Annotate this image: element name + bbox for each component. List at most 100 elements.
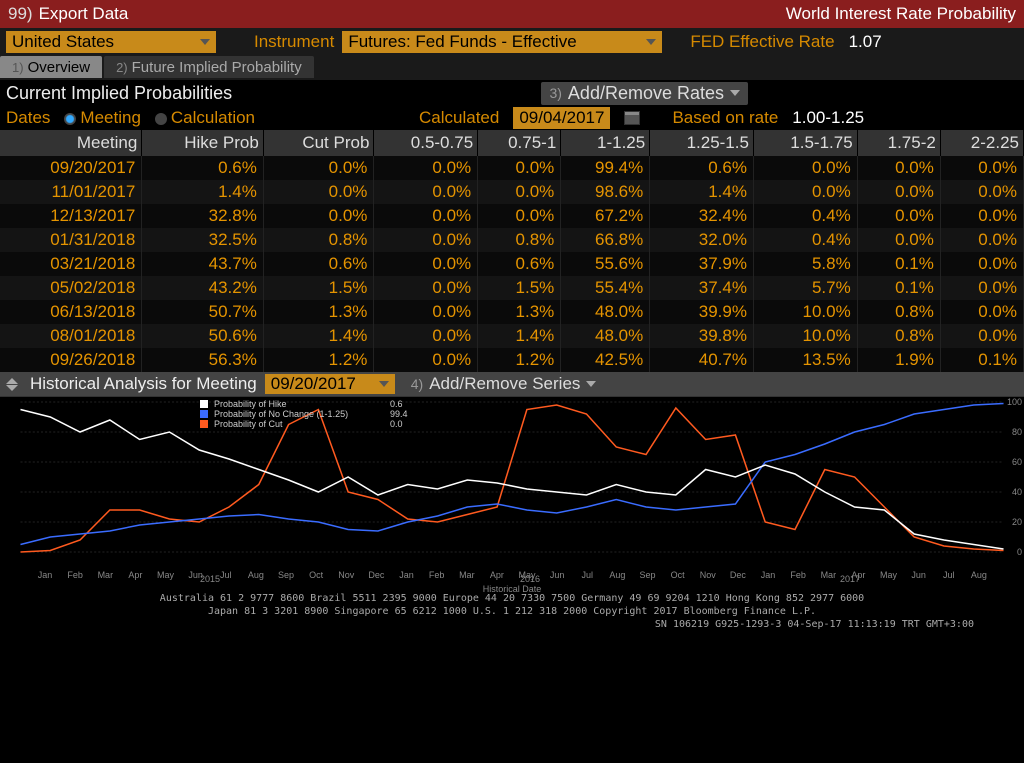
table-cell: 0.0% <box>374 156 478 180</box>
tab-label: Overview <box>28 59 91 76</box>
table-row[interactable]: 09/26/201856.3%1.2%0.0%1.2%42.5%40.7%13.… <box>0 348 1024 372</box>
chart-x-axis: JanFebMarAprMayJunJulAugSepOctNovDecJanF… <box>0 570 1024 580</box>
table-cell: 12/13/2017 <box>0 204 142 228</box>
add-remove-rates-button[interactable]: 3) Add/Remove Rates <box>541 82 748 105</box>
table-cell: 0.0% <box>940 204 1023 228</box>
table-cell: 0.0% <box>374 276 478 300</box>
table-cell: 1.4% <box>650 180 754 204</box>
tab-future-implied[interactable]: 2) Future Implied Probability <box>104 56 314 78</box>
table-cell: 55.4% <box>561 276 650 300</box>
table-cell: 37.9% <box>650 252 754 276</box>
table-cell: 1.4% <box>478 324 561 348</box>
table-cell: 0.0% <box>478 156 561 180</box>
chevron-down-icon <box>379 381 389 387</box>
rate-label: FED Effective Rate <box>690 32 834 52</box>
chart-svg <box>0 397 1024 557</box>
country-dropdown[interactable]: United States <box>6 31 216 53</box>
table-cell: 01/31/2018 <box>0 228 142 252</box>
table-cell: 0.0% <box>374 204 478 228</box>
table-row[interactable]: 12/13/201732.8%0.0%0.0%0.0%67.2%32.4%0.4… <box>0 204 1024 228</box>
country-value: United States <box>12 32 114 52</box>
table-cell: 1.3% <box>263 300 374 324</box>
export-data-button[interactable]: Export Data <box>39 4 129 24</box>
calendar-icon[interactable] <box>624 111 640 125</box>
hist-date-dropdown[interactable]: 09/20/2017 <box>265 374 395 394</box>
tab-overview[interactable]: 1) Overview <box>0 56 102 78</box>
table-cell: 09/20/2017 <box>0 156 142 180</box>
table-cell: 0.4% <box>753 204 857 228</box>
table-cell: 5.8% <box>753 252 857 276</box>
table-cell: 0.0% <box>753 156 857 180</box>
chevron-down-icon <box>730 90 740 96</box>
radio-meeting[interactable]: Meeting <box>64 108 140 128</box>
hist-title: Historical Analysis for Meeting <box>30 374 257 394</box>
add-remove-series-button[interactable]: 4) Add/Remove Series <box>403 373 605 395</box>
table-row[interactable]: 08/01/201850.6%1.4%0.0%1.4%48.0%39.8%10.… <box>0 324 1024 348</box>
table-row[interactable]: 11/01/20171.4%0.0%0.0%0.0%98.6%1.4%0.0%0… <box>0 180 1024 204</box>
table-row[interactable]: 01/31/201832.5%0.8%0.0%0.8%66.8%32.0%0.4… <box>0 228 1024 252</box>
instrument-value: Futures: Fed Funds - Effective <box>348 32 576 52</box>
titlebar: 99) Export Data World Interest Rate Prob… <box>0 0 1024 28</box>
table-cell: 0.8% <box>857 300 940 324</box>
historical-header: Historical Analysis for Meeting 09/20/20… <box>0 372 1024 396</box>
table-row[interactable]: 06/13/201850.7%1.3%0.0%1.3%48.0%39.9%10.… <box>0 300 1024 324</box>
table-header: 2-2.25 <box>940 130 1023 156</box>
table-row[interactable]: 05/02/201843.2%1.5%0.0%1.5%55.4%37.4%5.7… <box>0 276 1024 300</box>
chevron-down-icon <box>586 381 596 387</box>
table-cell: 1.3% <box>478 300 561 324</box>
table-cell: 43.7% <box>142 252 264 276</box>
table-cell: 0.0% <box>263 180 374 204</box>
menu-label: Add/Remove Rates <box>568 83 724 104</box>
table-cell: 0.0% <box>940 180 1023 204</box>
table-cell: 0.0% <box>478 180 561 204</box>
section-header: Current Implied Probabilities 3) Add/Rem… <box>0 80 1024 106</box>
table-cell: 56.3% <box>142 348 264 372</box>
table-cell: 0.1% <box>857 252 940 276</box>
tabs: 1) Overview 2) Future Implied Probabilit… <box>0 56 1024 80</box>
table-cell: 0.0% <box>940 156 1023 180</box>
calculated-date-input[interactable]: 09/04/2017 <box>513 107 610 129</box>
table-cell: 0.8% <box>478 228 561 252</box>
table-cell: 0.0% <box>263 204 374 228</box>
sort-toggle[interactable] <box>6 378 18 391</box>
table-cell: 98.6% <box>561 180 650 204</box>
tab-num: 1) <box>12 60 24 75</box>
table-cell: 0.0% <box>940 276 1023 300</box>
table-header: 1.5-1.75 <box>753 130 857 156</box>
table-cell: 50.7% <box>142 300 264 324</box>
radio-calculation[interactable]: Calculation <box>155 108 255 128</box>
instrument-dropdown[interactable]: Futures: Fed Funds - Effective <box>342 31 662 53</box>
table-cell: 0.0% <box>940 324 1023 348</box>
table-cell: 0.0% <box>263 156 374 180</box>
section-title: Current Implied Probabilities <box>6 83 232 104</box>
table-cell: 0.4% <box>753 228 857 252</box>
table-cell: 48.0% <box>561 300 650 324</box>
hist-date-value: 09/20/2017 <box>271 374 356 394</box>
table-cell: 0.0% <box>857 204 940 228</box>
menu-num: 4) <box>411 376 423 392</box>
table-header: 1-1.25 <box>561 130 650 156</box>
probability-table: MeetingHike ProbCut Prob0.5-0.750.75-11-… <box>0 130 1024 372</box>
table-cell: 1.9% <box>857 348 940 372</box>
dates-row: Dates Meeting Calculation Calculated 09/… <box>0 106 1024 130</box>
table-cell: 42.5% <box>561 348 650 372</box>
table-cell: 0.0% <box>374 228 478 252</box>
table-cell: 08/01/2018 <box>0 324 142 348</box>
table-cell: 0.0% <box>940 228 1023 252</box>
table-header: 1.75-2 <box>857 130 940 156</box>
table-cell: 0.8% <box>857 324 940 348</box>
table-header: 1.25-1.5 <box>650 130 754 156</box>
table-cell: 10.0% <box>753 324 857 348</box>
based-on-label: Based on rate <box>672 108 778 128</box>
table-cell: 1.2% <box>478 348 561 372</box>
table-header: 0.5-0.75 <box>374 130 478 156</box>
table-row[interactable]: 09/20/20170.6%0.0%0.0%0.0%99.4%0.6%0.0%0… <box>0 156 1024 180</box>
table-cell: 0.1% <box>940 348 1023 372</box>
footer-line: SN 106219 G925-1293-3 04-Sep-17 11:13:19… <box>10 618 1014 631</box>
table-cell: 0.6% <box>263 252 374 276</box>
table-cell: 03/21/2018 <box>0 252 142 276</box>
table-cell: 0.0% <box>374 348 478 372</box>
table-cell: 0.1% <box>857 276 940 300</box>
table-row[interactable]: 03/21/201843.7%0.6%0.0%0.6%55.6%37.9%5.8… <box>0 252 1024 276</box>
instrument-label: Instrument <box>254 32 334 52</box>
